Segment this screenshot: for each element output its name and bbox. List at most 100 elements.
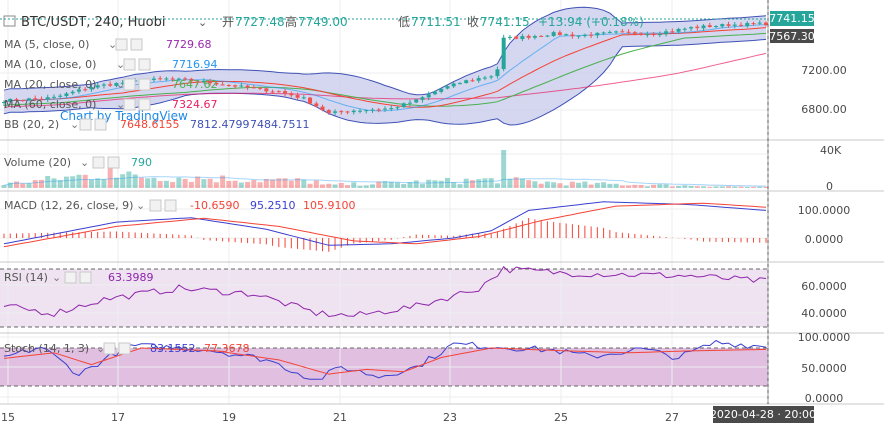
legend-macd[interactable]: MACD (12, 26, close, 9) ⌄ -10.6590 95.25…: [4, 199, 356, 212]
candle-body: [707, 25, 712, 27]
chevron-down-icon[interactable]: ⌄: [198, 16, 207, 29]
legend-ma60[interactable]: MA (60, close, 0) ⌄ 7324.67: [4, 98, 218, 111]
candle-body: [626, 31, 631, 33]
candle-body: [14, 99, 19, 101]
volume-bar: [476, 179, 482, 188]
volume-bar: [588, 184, 594, 188]
ma10-value: 7716.94: [172, 58, 218, 71]
volume-bar: [151, 177, 157, 188]
stoch-scale[interactable]: 100.0000 50.0000 0.0000: [798, 331, 851, 405]
ma20-close-icon[interactable]: [138, 78, 151, 91]
bb-settings-icon[interactable]: [79, 118, 92, 131]
candle-body: [614, 31, 619, 33]
macd-value: 95.2510: [250, 199, 296, 212]
volume-bar: [357, 185, 363, 188]
time-scale[interactable]: 15 17 19 21 23 25 27 2020-04-28 · 20:00: [1, 406, 816, 424]
volume-bar: [457, 184, 463, 188]
stoch-settings-icon[interactable]: [103, 342, 116, 355]
stoch-chevron-icon[interactable]: ⌄: [96, 342, 105, 355]
rsi-tick-40: 40.0000: [801, 307, 847, 320]
volume-bar: [463, 178, 469, 188]
volume-bar: [157, 181, 163, 188]
macd-chevron-icon[interactable]: ⌄: [136, 199, 145, 212]
candlestick-series: [2, 20, 768, 116]
ma20-settings-icon[interactable]: [123, 78, 136, 91]
ma20-chevron-icon[interactable]: ⌄: [116, 78, 125, 91]
candle-body: [670, 31, 675, 33]
bollinger-upper-line: [3, 6, 767, 96]
candle-body: [701, 25, 706, 29]
macd-settings-icon[interactable]: [149, 199, 162, 212]
macd-label: MACD (12, 26, close, 9): [4, 199, 133, 212]
volume-settings-icon[interactable]: [92, 156, 105, 169]
volume-bar: [451, 182, 457, 188]
volume-bar: [713, 186, 719, 188]
volume-bar: [601, 182, 607, 188]
rsi-settings-icon[interactable]: [64, 271, 77, 284]
volume-bar: [488, 178, 494, 188]
stoch-close-icon[interactable]: [118, 342, 131, 355]
ma60-label: MA (60, close, 0): [4, 98, 96, 111]
candle-body: [576, 35, 581, 37]
price-tick-6800: 6800.00: [801, 103, 847, 116]
ma60-close-icon[interactable]: [138, 98, 151, 111]
stoch-k-line: [3, 339, 767, 380]
macd-scale[interactable]: 100.0000 0.0000: [798, 204, 851, 246]
volume-bar: [651, 184, 657, 188]
legend-bb[interactable]: BB (20, 2) ⌄ 7648.6155 7812.4799 7484.75…: [4, 118, 310, 131]
volume-chevron-icon[interactable]: ⌄: [80, 156, 89, 169]
candle-body: [33, 98, 38, 100]
time-label: 17: [111, 411, 125, 424]
volume-bar: [363, 185, 369, 188]
ma5-settings-icon[interactable]: [115, 38, 128, 51]
macd-signal-value: 105.9100: [303, 199, 356, 212]
legend-rsi[interactable]: RSI (14) ⌄ 63.3989: [4, 271, 154, 284]
bb-close-icon[interactable]: [94, 118, 107, 131]
last-price-tag-text: 7741.15: [769, 12, 815, 25]
legend-volume[interactable]: Volume (20) ⌄ 790: [4, 156, 152, 169]
rsi-tick-60: 60.0000: [801, 280, 847, 293]
candle-body: [501, 37, 506, 70]
candle-body: [439, 88, 444, 92]
ma10-chevron-icon[interactable]: ⌄: [116, 58, 125, 71]
rsi-close-icon[interactable]: [79, 271, 92, 284]
volume-bar: [163, 180, 169, 188]
ma60-chevron-icon[interactable]: ⌄: [116, 98, 125, 111]
volume-bar: [188, 181, 194, 188]
candle-body: [539, 35, 544, 37]
ma10-settings-icon[interactable]: [123, 58, 136, 71]
volume-bar: [551, 182, 557, 188]
volume-bar: [732, 186, 738, 188]
bb-chevron-icon[interactable]: ⌄: [70, 118, 79, 131]
legend-ma20[interactable]: MA (20, close, 0) ⌄ 7647.62: [4, 78, 218, 91]
candle-body: [507, 36, 512, 38]
volume-scale[interactable]: 40K 0: [820, 144, 842, 193]
candle-body: [120, 82, 125, 84]
legend-stoch[interactable]: Stoch (14, 1, 3) ⌄ 83.1552 77.3678: [4, 342, 250, 355]
rsi-scale[interactable]: 60.0000 40.0000: [801, 280, 847, 320]
ma10-close-icon[interactable]: [138, 58, 151, 71]
volume-bar: [132, 174, 138, 188]
candle-body: [201, 80, 206, 83]
candle-body: [283, 91, 288, 94]
candle-body: [370, 109, 375, 111]
symbol-title[interactable]: BTC/USDT, 240, Huobi: [21, 15, 165, 30]
volume-bar: [45, 175, 51, 188]
candle-body: [695, 26, 700, 28]
ma60-settings-icon[interactable]: [123, 98, 136, 111]
candle-body: [401, 103, 406, 108]
legend-ma10[interactable]: MA (10, close, 0) ⌄ 7716.94: [4, 58, 218, 71]
legend-ma5[interactable]: MA (5, close, 0) ⌄ 7729.68: [4, 38, 212, 51]
candle-body: [170, 78, 175, 80]
volume-close-icon[interactable]: [107, 156, 120, 169]
price-scale[interactable]: 7741.15 7567.30 7200.00 6800.00: [769, 11, 847, 116]
candle-body: [20, 100, 25, 102]
ma5-close-icon[interactable]: [130, 38, 143, 51]
candle-body: [457, 83, 462, 85]
ma5-chevron-icon[interactable]: ⌄: [108, 38, 117, 51]
candle-body: [476, 78, 481, 81]
macd-close-icon[interactable]: [164, 199, 177, 212]
rsi-chevron-icon[interactable]: ⌄: [52, 271, 61, 284]
